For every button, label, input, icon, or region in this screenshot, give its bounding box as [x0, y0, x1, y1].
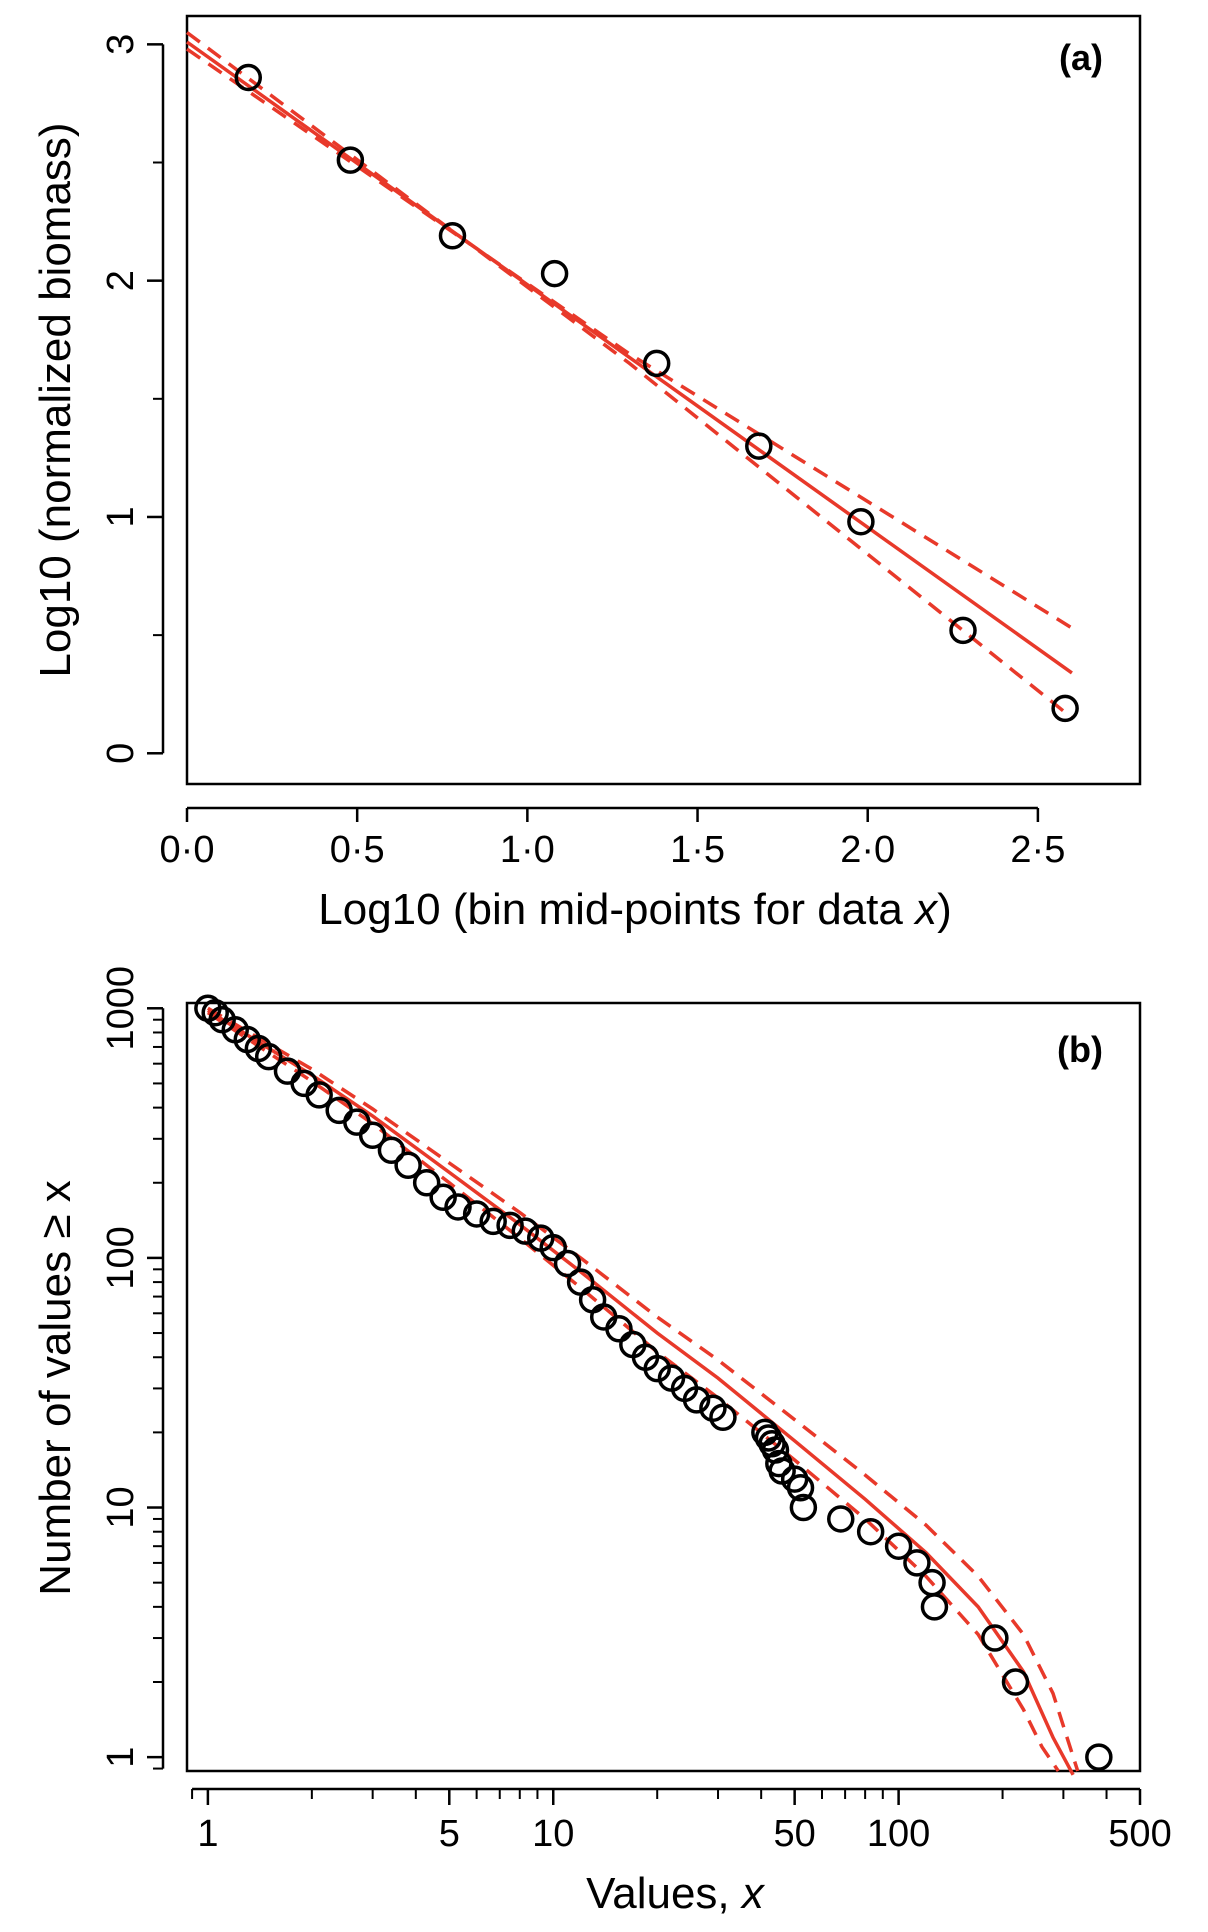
panel-a-label: (a): [1059, 37, 1103, 78]
a-x-tick-label: 1·5: [670, 829, 725, 871]
b-data-point: [643, 1354, 671, 1383]
b-data-point: [786, 1474, 815, 1502]
b-x-tick-label: 100: [867, 1813, 930, 1855]
b-y-tick-label: 100: [100, 1226, 142, 1289]
b-data-point: [462, 1200, 491, 1228]
a-ci-upper: [186, 47, 1073, 630]
b-data-point: [553, 1249, 582, 1278]
b-data-point: [511, 1217, 540, 1245]
a-data-point: [1051, 694, 1079, 723]
b-data-point: [496, 1211, 524, 1240]
panel-b-points: [194, 994, 1113, 1771]
panel-b-ylabel: Number of values ≥ x: [31, 1180, 80, 1595]
a-data-point: [336, 146, 365, 174]
panel-b-y-axis: 1 10 100 1000: [100, 966, 165, 1770]
b-y-tick-label: 10: [100, 1486, 142, 1528]
panel-b-chart: (b) Values, x Number of values ≥ x 1 5 10 5…: [31, 966, 1172, 1918]
b-data-point: [412, 1169, 441, 1197]
a-x-tick-label: 0·5: [330, 829, 385, 871]
b-data-point: [1085, 1743, 1113, 1771]
b-data-point: [709, 1403, 737, 1431]
b-y-tick-label: 1: [100, 1747, 142, 1768]
b-data-point: [920, 1593, 949, 1621]
b-data-point: [201, 998, 229, 1027]
a-y-tick-label: 0: [100, 743, 142, 764]
a-data-point: [438, 222, 467, 250]
a-y-tick-label: 1: [100, 506, 142, 527]
panel-a-x-axis: 0·0 0·5 1·0 1·5 2·0 2·5: [160, 806, 1065, 871]
a-y-tick-label: 3: [100, 34, 142, 55]
panel-b-xlabel: Values, x: [586, 1869, 766, 1918]
a-x-tick-label: 2·0: [840, 829, 895, 871]
a-x-tick-label: 2·5: [1010, 829, 1065, 871]
panel-b-frame: [185, 1001, 1142, 1773]
b-data-point: [377, 1136, 406, 1164]
b-data-point: [479, 1207, 507, 1236]
b-data-point: [1001, 1668, 1030, 1696]
b-ci-lower: [206, 1011, 1060, 1772]
b-x-tick-label: 5: [439, 1813, 460, 1855]
b-data-point: [903, 1549, 931, 1577]
b-data-point: [358, 1121, 387, 1150]
b-x-tick-label: 500: [1108, 1813, 1171, 1855]
b-fit-line: [206, 1009, 1075, 1776]
b-data-point: [444, 1193, 472, 1221]
panel-a-chart: (a) Log10 (bin mid-points for data x) Lo…: [31, 14, 1142, 934]
a-data-point: [745, 432, 773, 460]
b-data-point: [981, 1624, 1009, 1652]
b-data-point: [884, 1532, 913, 1560]
panel-b-x-axis: 1 5 10 50 100 500: [191, 1787, 1172, 1855]
b-x-tick-label: 50: [774, 1813, 816, 1855]
a-data-point: [847, 507, 875, 536]
b-data-point: [682, 1386, 711, 1414]
a-data-point: [540, 259, 569, 288]
a-x-tick-label: 1·0: [500, 829, 555, 871]
a-data-point: [949, 616, 977, 645]
panel-b-label: (b): [1057, 1029, 1103, 1070]
b-data-point: [789, 1493, 818, 1522]
b-data-point: [827, 1505, 855, 1533]
b-data-point: [254, 1042, 283, 1071]
panel-a-y-axis: 0 1 2 3: [100, 34, 165, 764]
b-data-point: [856, 1517, 885, 1546]
panel-a-frame: [185, 14, 1142, 786]
b-data-point: [539, 1233, 567, 1262]
panel-a-fit-lines: [185, 31, 1073, 720]
b-data-point: [394, 1151, 422, 1180]
b-data-point: [305, 1081, 333, 1109]
a-x-tick-label: 0·0: [160, 829, 215, 871]
panel-a-xlabel: Log10 (bin mid-points for data x): [318, 885, 951, 934]
b-data-point: [343, 1108, 371, 1136]
a-fit-line: [185, 40, 1073, 675]
a-y-tick-label: 2: [100, 270, 142, 291]
a-data-point: [234, 63, 263, 92]
a-data-point: [642, 349, 671, 378]
b-x-tick-label: 10: [532, 1813, 574, 1855]
a-ci-lower: [185, 31, 1073, 720]
b-data-point: [429, 1183, 457, 1211]
b-x-tick-label: 1: [197, 1813, 218, 1855]
panel-a-ylabel: Log10 (normalized biomass): [31, 122, 80, 677]
b-data-point: [605, 1315, 633, 1343]
panel-a-points: [234, 63, 1079, 723]
b-y-tick-label: 1000: [100, 966, 142, 1051]
